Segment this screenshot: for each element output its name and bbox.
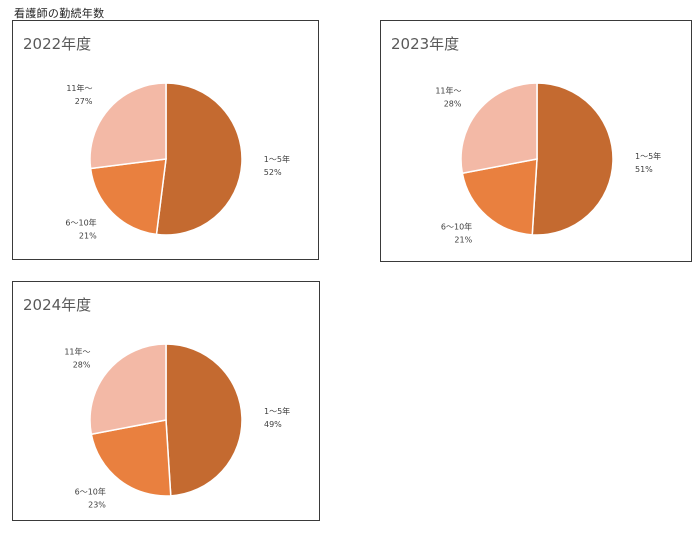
slice-11-plus-years	[89, 82, 167, 170]
chart-title: 2022年度	[23, 35, 92, 53]
slice-percent-label: 21%	[454, 236, 472, 245]
page-heading: 看護師の勤続年数	[14, 7, 105, 20]
slice-11-plus-years	[460, 82, 538, 175]
slice-percent-label: 51%	[635, 165, 653, 174]
slice-6-10-years	[90, 419, 172, 497]
chart-2022: 2022年度 1～5年 52% 6～10年 21% 11年～ 27%	[12, 20, 319, 260]
slice-percent-label: 52%	[264, 168, 282, 177]
slice-percent-label: 27%	[75, 97, 93, 106]
slice-category-label: 1～5年	[264, 406, 290, 416]
slice-category-label: 11年～	[64, 347, 90, 357]
chart-2023: 2023年度 1～5年 51% 6～10年 21% 11年～ 28%	[380, 20, 692, 262]
slice-category-label: 6～10年	[75, 486, 106, 496]
slice-percent-label: 23%	[88, 500, 106, 509]
slice-percent-label: 49%	[264, 420, 282, 429]
slice-1-5-years	[155, 82, 243, 236]
chart-title: 2024年度	[23, 296, 92, 314]
slice-percent-label: 28%	[444, 100, 462, 109]
pie-chart: 1～5年 49% 6～10年 23% 11年～ 28%	[64, 343, 290, 509]
slice-category-label: 11年～	[435, 86, 461, 96]
slice-category-label: 6～10年	[65, 217, 96, 227]
slice-1-5-years	[531, 82, 614, 236]
slice-6-10-years	[89, 158, 167, 236]
slice-1-5-years	[165, 343, 243, 497]
slice-6-10-years	[461, 158, 538, 236]
chart-2024: 2024年度 1～5年 49% 6～10年 23% 11年～ 28%	[12, 281, 320, 521]
slice-11-plus-years	[89, 343, 167, 436]
slice-category-label: 1～5年	[264, 154, 290, 164]
pie-chart: 1～5年 52% 6～10年 21% 11年～ 27%	[65, 82, 290, 240]
chart-title: 2023年度	[391, 35, 460, 53]
slice-percent-label: 21%	[79, 231, 97, 240]
slice-category-label: 6～10年	[441, 222, 472, 232]
slice-category-label: 1～5年	[635, 151, 661, 161]
slice-percent-label: 28%	[73, 361, 91, 370]
slice-category-label: 11年～	[66, 83, 92, 93]
pie-chart: 1～5年 51% 6～10年 21% 11年～ 28%	[435, 82, 661, 245]
